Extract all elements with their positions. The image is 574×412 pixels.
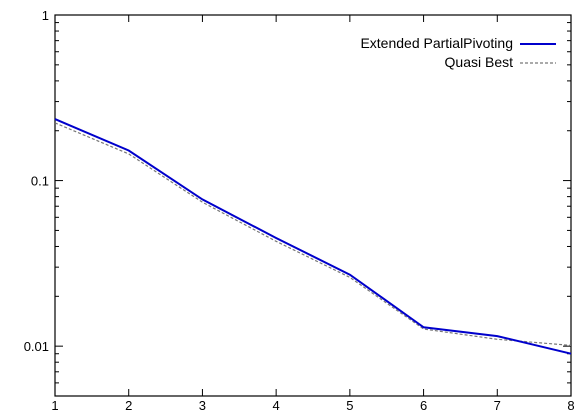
y-tick-label: 1 xyxy=(42,8,49,23)
legend-label-extended-partial-pivoting: Extended PartialPivoting xyxy=(360,35,513,51)
y-tick-label: 0.01 xyxy=(24,339,49,354)
x-tick-label: 1 xyxy=(51,398,58,412)
axis-ticks: 1 2 3 4 5 6 7 8 1 0.1 0.01 xyxy=(24,8,574,412)
y-tick-label: 0.1 xyxy=(31,174,49,189)
series-line-extended-partialpivoting xyxy=(54,118,572,355)
legend-label-quasi-best: Quasi Best xyxy=(445,54,514,70)
legend: Extended PartialPivoting Quasi Best xyxy=(360,35,556,70)
series-lines xyxy=(54,118,572,355)
x-tick-label: 5 xyxy=(346,398,353,412)
series-line-quasi-best xyxy=(54,122,572,346)
plot-frame xyxy=(54,14,572,397)
x-tick-label: 3 xyxy=(199,398,206,412)
x-tick-label: 8 xyxy=(567,398,574,412)
x-tick-label: 7 xyxy=(494,398,501,412)
x-tick-label: 4 xyxy=(273,398,280,412)
x-tick-label: 2 xyxy=(125,398,132,412)
x-tick-label: 6 xyxy=(420,398,427,412)
